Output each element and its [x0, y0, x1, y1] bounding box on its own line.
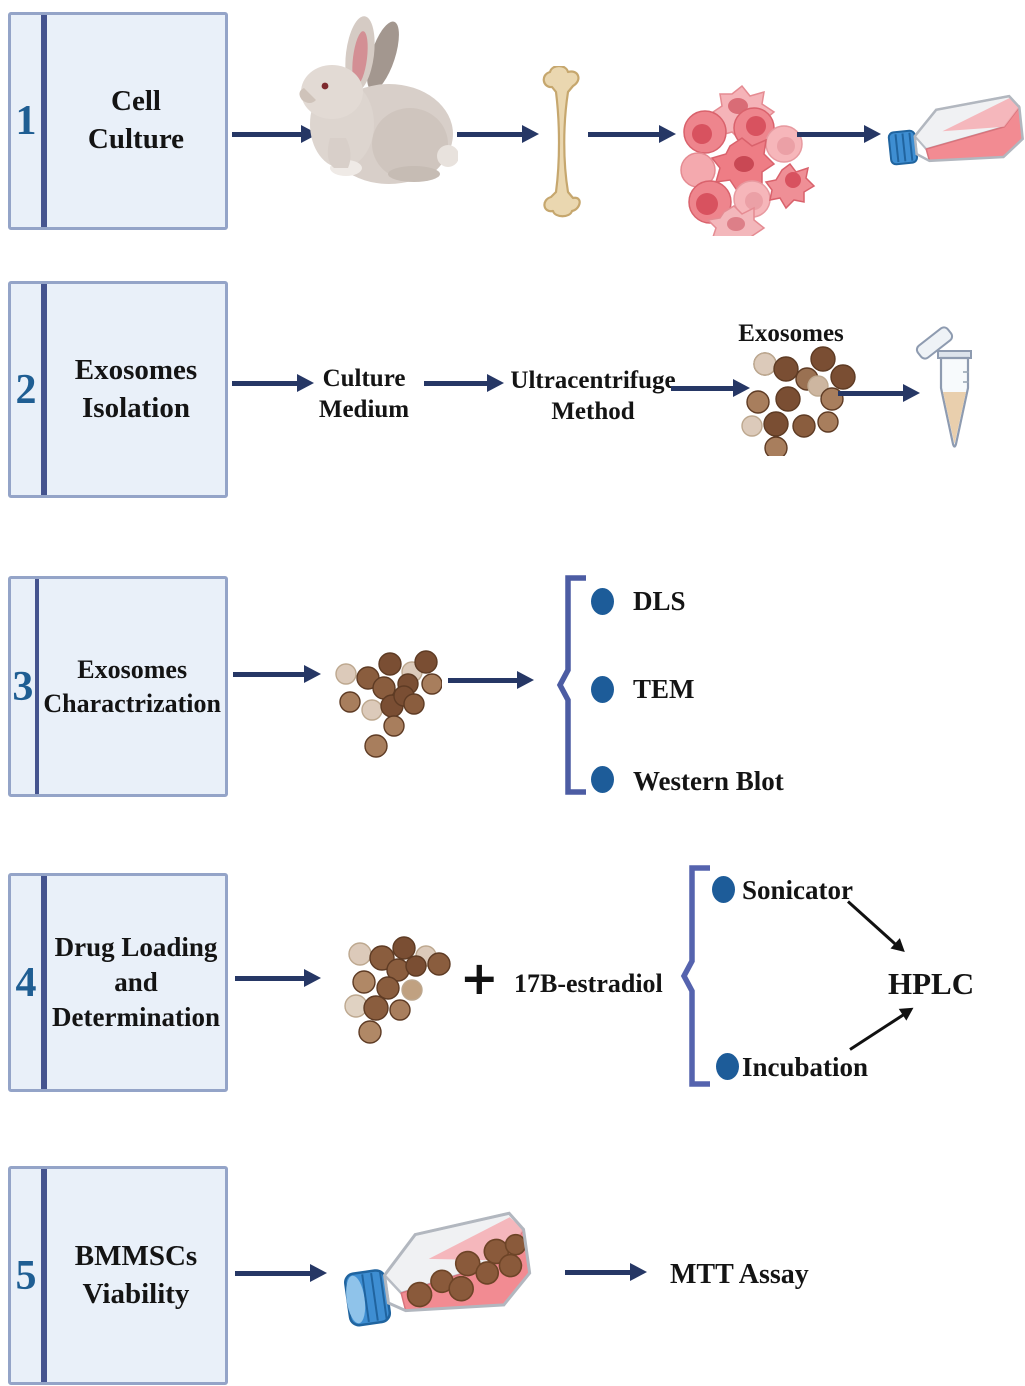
divider — [34, 579, 40, 794]
drug-17b-estradiol-label: 17B-estradiol — [514, 969, 663, 998]
plus-sign: + — [460, 951, 499, 1005]
step-label: Exosomes Isolation — [74, 353, 198, 424]
flow-arrow — [232, 374, 314, 392]
curly-brace-icon — [680, 865, 710, 1087]
divider — [41, 284, 47, 495]
culture-medium-label: Culture Medium — [318, 365, 410, 424]
flow-arrow — [233, 665, 321, 683]
ultracentrifuge-method-label: Ultracentrifuge Method — [510, 367, 676, 426]
microcentrifuge-tube-icon — [915, 326, 972, 448]
bone-icon — [542, 66, 581, 218]
step-label: Drug Loading and Determination — [52, 931, 220, 1033]
step-box-drug-loading: 4 Drug Loading and Determination — [8, 873, 228, 1092]
step-number: 1 — [15, 98, 37, 144]
bullet-icon — [591, 676, 614, 703]
curly-brace-icon — [556, 575, 586, 795]
step-box-cell-culture: 1 Cell Culture — [8, 12, 228, 230]
method-tem-label: TEM — [633, 674, 695, 704]
step-number: 5 — [15, 1252, 37, 1299]
flow-arrow — [235, 969, 321, 987]
method-western-blot-label: Western Blot — [633, 766, 784, 796]
mtt-assay-label: MTT Assay — [670, 1259, 809, 1290]
flow-arrow — [235, 1264, 327, 1282]
bullet-icon — [712, 876, 735, 903]
flow-arrow — [838, 384, 920, 402]
step-label: Cell Culture — [87, 85, 185, 155]
step-label: Exosomes Charactrization — [43, 654, 221, 718]
rabbit-icon — [299, 16, 458, 184]
step-box-bmmscs-viability: 5 BMMSCs Viability — [8, 1166, 228, 1385]
exosomes-cluster-icon — [344, 936, 451, 1044]
flow-arrow — [457, 125, 539, 143]
method-sonicator-label: Sonicator — [742, 875, 853, 905]
diagonal-arrow — [849, 1013, 905, 1051]
flow-arrow — [565, 1263, 647, 1281]
step-box-exosomes-characterization: 3 Exosomes Charactrization — [8, 576, 228, 797]
cells-cluster-icon — [680, 84, 816, 236]
method-incubation-label: Incubation — [742, 1052, 869, 1082]
method-dls-label: DLS — [633, 586, 686, 616]
exosomes-cluster-icon — [335, 650, 442, 758]
bullet-icon — [591, 766, 614, 793]
divider — [41, 1169, 47, 1382]
exosomes-cluster-icon — [741, 346, 856, 456]
exosomes-label: Exosomes — [738, 320, 844, 347]
step-label: BMMSCs Viability — [74, 1239, 198, 1310]
flow-arrow — [448, 671, 534, 689]
step-number: 3 — [12, 663, 34, 710]
step-number: 2 — [15, 366, 37, 413]
flow-arrow — [797, 125, 881, 143]
flow-arrow — [588, 125, 676, 143]
step-box-exosomes-isolation: 2 Exosomes Isolation — [8, 281, 228, 498]
hplc-label: HPLC — [888, 966, 975, 1001]
culture-flask-exosomes-icon — [344, 1211, 532, 1327]
bullet-icon — [716, 1053, 739, 1080]
divider — [41, 876, 47, 1089]
flow-arrow — [424, 374, 504, 392]
culture-flask-icon — [887, 94, 1024, 166]
bullet-icon — [591, 588, 614, 615]
flow-arrow — [671, 379, 750, 397]
diagonal-arrow — [846, 900, 897, 946]
step-number: 4 — [15, 959, 37, 1006]
divider — [41, 15, 47, 227]
